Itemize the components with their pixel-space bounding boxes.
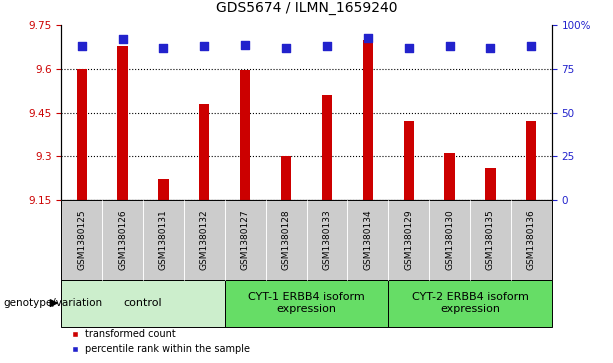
- Bar: [363, 40, 373, 200]
- Text: GSM1380136: GSM1380136: [527, 209, 536, 270]
- Text: GSM1380133: GSM1380133: [322, 209, 332, 270]
- Text: CYT-2 ERBB4 isoform
expression: CYT-2 ERBB4 isoform expression: [411, 292, 528, 314]
- Bar: [322, 95, 332, 200]
- Text: GSM1380135: GSM1380135: [486, 209, 495, 270]
- Point: [444, 44, 454, 49]
- Point: [199, 44, 209, 49]
- Bar: [118, 46, 128, 200]
- Point: [159, 45, 169, 51]
- Point: [485, 45, 495, 51]
- Point: [527, 44, 536, 49]
- Text: GSM1380126: GSM1380126: [118, 209, 127, 270]
- Bar: [77, 69, 87, 200]
- Text: GSM1380129: GSM1380129: [404, 209, 413, 270]
- Bar: [444, 153, 455, 200]
- Text: GSM1380127: GSM1380127: [241, 209, 249, 270]
- Text: GSM1380132: GSM1380132: [200, 209, 209, 270]
- Text: genotype/variation: genotype/variation: [3, 298, 102, 308]
- Point: [240, 42, 250, 48]
- Text: control: control: [124, 298, 162, 308]
- Bar: [485, 168, 495, 200]
- Text: GSM1380134: GSM1380134: [364, 209, 372, 270]
- Point: [322, 44, 332, 49]
- Text: GSM1380128: GSM1380128: [281, 209, 291, 270]
- Bar: [526, 121, 536, 200]
- Text: GDS5674 / ILMN_1659240: GDS5674 / ILMN_1659240: [216, 0, 397, 15]
- Point: [281, 45, 291, 51]
- Text: GSM1380131: GSM1380131: [159, 209, 168, 270]
- Point: [77, 44, 86, 49]
- Text: GSM1380125: GSM1380125: [77, 209, 86, 270]
- Bar: [240, 70, 250, 200]
- Point: [118, 36, 128, 42]
- Text: CYT-1 ERBB4 isoform
expression: CYT-1 ERBB4 isoform expression: [248, 292, 365, 314]
- Text: GSM1380130: GSM1380130: [445, 209, 454, 270]
- Bar: [281, 156, 291, 200]
- Point: [363, 35, 373, 41]
- Bar: [403, 121, 414, 200]
- Point: [404, 45, 414, 51]
- Bar: [158, 179, 169, 200]
- Bar: [199, 104, 210, 200]
- Legend: transformed count, percentile rank within the sample: transformed count, percentile rank withi…: [66, 326, 254, 358]
